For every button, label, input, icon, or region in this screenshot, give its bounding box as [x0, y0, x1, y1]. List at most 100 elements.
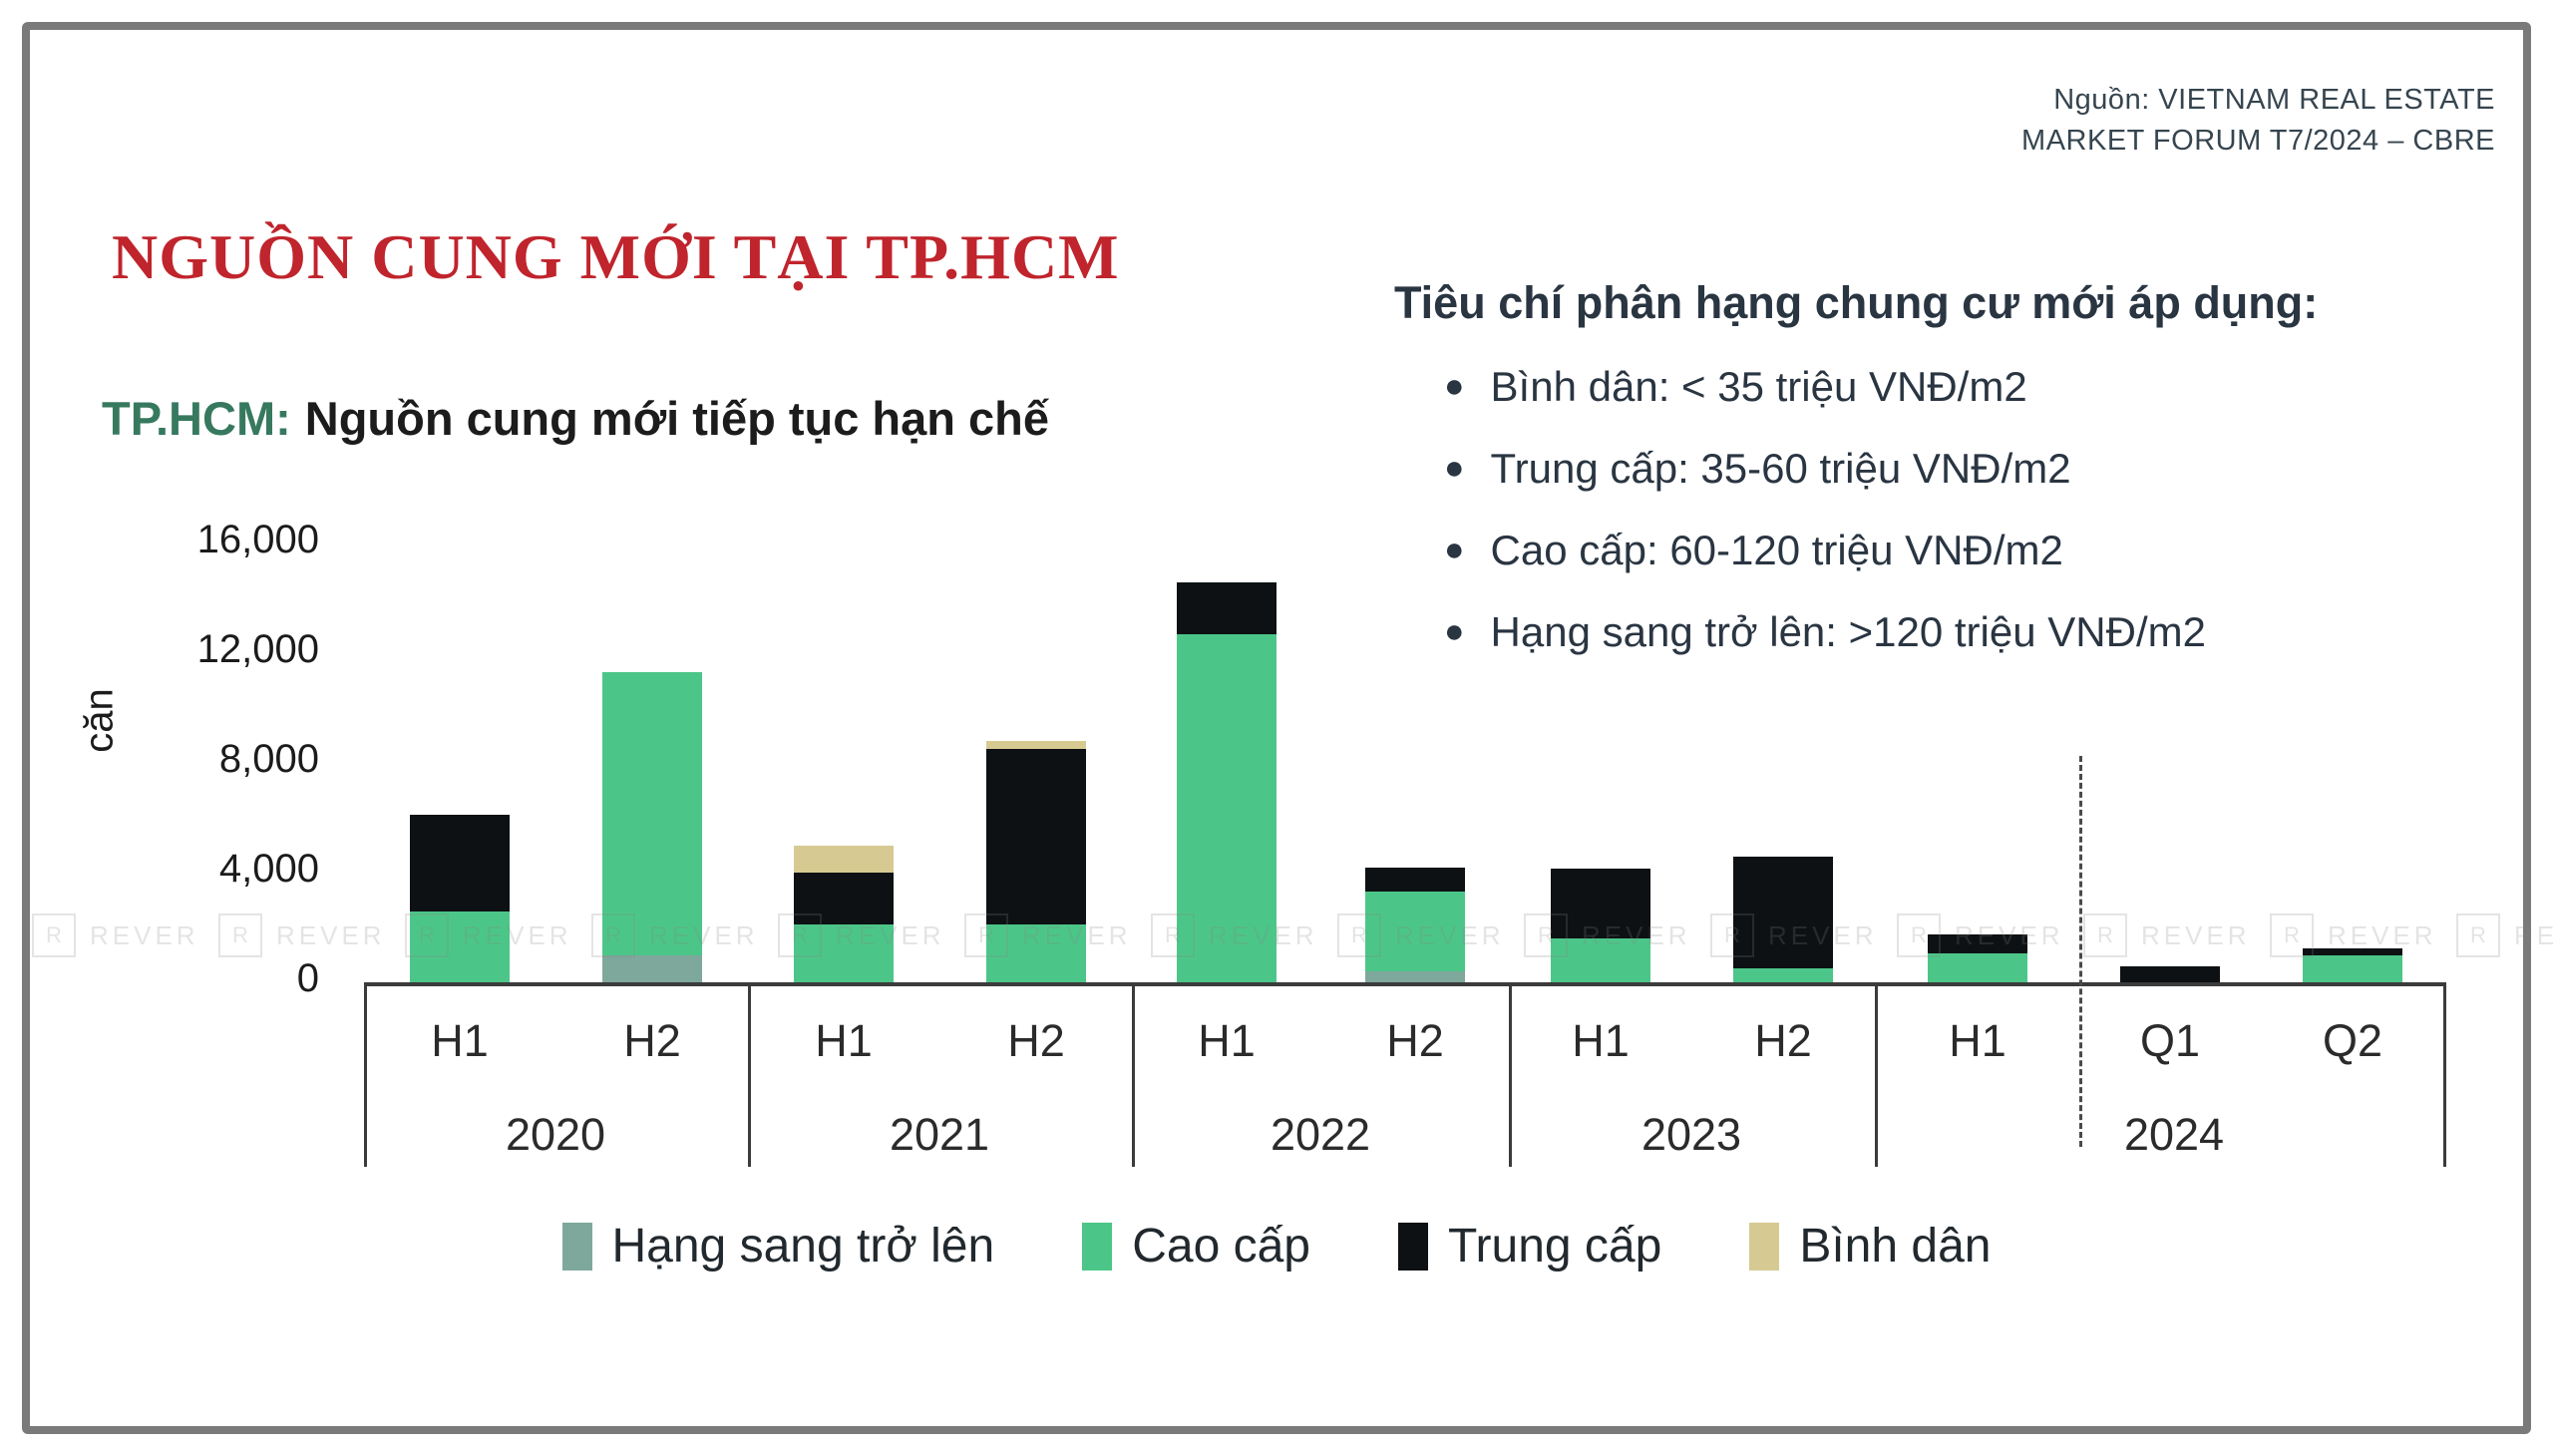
legend-swatch-icon	[1082, 1222, 1113, 1271]
x-axis-line	[364, 982, 2443, 986]
watermark-text: REVER	[2141, 919, 2251, 950]
watermark-text: REVER	[90, 919, 199, 950]
bar-segment-bình-dân	[986, 741, 1086, 750]
bar-segment-hạng-sang-trở-lên	[1365, 971, 1465, 982]
bullet-icon: ●	[1444, 531, 1465, 568]
legend-item: Cao cấp	[1082, 1219, 1310, 1274]
bar-segment-cao-cấp	[2303, 954, 2402, 982]
bar-segment-trung-cấp	[1733, 856, 1833, 969]
legend-swatch-icon	[1749, 1222, 1780, 1271]
x-axis-category-label: Q1	[2139, 1015, 2201, 1066]
bullet-icon: ●	[1444, 612, 1465, 650]
y-axis-tick-label: 0	[296, 956, 319, 1000]
bar-segment-trung-cấp	[986, 749, 1086, 925]
x-axis-category-label: H2	[1386, 1015, 1444, 1066]
criteria-item-text: Trung cấp: 35-60 triệu VNĐ/m2	[1490, 445, 2071, 492]
criteria-list: ● Bình dân: < 35 triệu VNĐ/m2 ● Trung cấp:…	[1394, 363, 2511, 656]
bar-segment-cao-cấp	[1551, 938, 1650, 982]
watermark-logo-icon: R	[778, 913, 822, 957]
legend-label: Trung cấp	[1447, 1220, 1662, 1273]
x-axis-category-label: Q2	[2322, 1015, 2383, 1066]
legend-item: Hạng sang trở lên	[561, 1219, 995, 1274]
x-axis-category-label: H1	[1198, 1015, 1256, 1066]
watermark-text: REVER	[1955, 919, 2064, 950]
watermark: R REVER	[778, 913, 945, 957]
chart-subtitle: TP.HCM: Nguồn cung mới tiếp tục hạn chế	[102, 391, 1049, 446]
watermark: R REVER	[1151, 913, 1318, 957]
watermark: R REVER	[1337, 913, 1505, 957]
bar-segment-cao-cấp	[1733, 968, 1833, 982]
axis-group-separator	[2443, 982, 2446, 1167]
bar-segment-trung-cấp	[1928, 933, 2027, 954]
bar-segment-trung-cấp	[410, 815, 510, 911]
criteria-item: ● Hạng sang trở lên: >120 triệu VNĐ/m2	[1444, 608, 2511, 656]
watermark-text: REVER	[463, 919, 572, 950]
page-title: NGUỒN CUNG MỚI TẠI TP.HCM	[112, 220, 1120, 292]
legend-label: Cao cấp	[1132, 1220, 1310, 1273]
bar-segment-cao-cấp	[1177, 633, 1276, 982]
bar-segment-cao-cấp	[602, 672, 702, 955]
criteria-panel: Tiêu chí phân hạng chung cư mới áp dụng:…	[1394, 277, 2511, 690]
legend-item: Bình dân	[1749, 1219, 1992, 1274]
subtitle-text: Nguồn cung mới tiếp tục hạn chế	[304, 392, 1050, 445]
watermark-logo-icon: R	[591, 913, 635, 957]
source-attribution: Nguồn: VIETNAM REAL ESTATE MARKET FORUM …	[2021, 80, 2495, 161]
watermark-text: REVER	[1022, 919, 1132, 950]
watermark: R REVER	[405, 913, 572, 957]
watermark-text: REVER	[1395, 919, 1505, 950]
watermark-text: REVER	[1768, 919, 1878, 950]
watermark-logo-icon: R	[1897, 913, 1941, 957]
bar-segment-cao-cấp	[986, 924, 1086, 982]
axis-group-separator	[1875, 982, 1878, 1167]
x-axis-year-label: 2023	[1641, 1109, 1742, 1160]
criteria-item-text: Bình dân: < 35 triệu VNĐ/m2	[1490, 363, 2027, 410]
watermark: R REVER	[2083, 913, 2251, 957]
bar-segment-trung-cấp	[2120, 965, 2220, 982]
legend-label: Hạng sang trở lên	[611, 1220, 995, 1273]
watermark-logo-icon: R	[32, 913, 76, 957]
legend-swatch-icon	[561, 1222, 592, 1271]
bar-segment-cao-cấp	[794, 924, 894, 982]
watermark-logo-icon: R	[2456, 913, 2500, 957]
watermark-text: REVER	[1582, 919, 1691, 950]
x-axis-category-label: H1	[431, 1015, 489, 1066]
x-axis-year-label: 2021	[889, 1109, 990, 1160]
watermark: R REVER	[2270, 913, 2437, 957]
watermark-text: REVER	[1209, 919, 1318, 950]
y-axis-tick-label: 16,000	[196, 518, 319, 561]
legend-swatch-icon	[1397, 1222, 1428, 1271]
watermark-logo-icon: R	[1337, 913, 1381, 957]
axis-group-separator	[1132, 982, 1135, 1167]
x-axis-category-label: H1	[1949, 1015, 2006, 1066]
watermark-logo-icon: R	[1151, 913, 1195, 957]
criteria-item-text: Hạng sang trở lên: >120 triệu VNĐ/m2	[1490, 608, 2206, 655]
watermark-logo-icon: R	[2270, 913, 2314, 957]
criteria-item: ● Bình dân: < 35 triệu VNĐ/m2	[1444, 363, 2511, 411]
bullet-icon: ●	[1444, 367, 1465, 405]
watermark: R REVER	[1524, 913, 1691, 957]
watermark-text: REVER	[2328, 919, 2437, 950]
watermark-logo-icon: R	[1710, 913, 1754, 957]
watermark-logo-icon: R	[2083, 913, 2127, 957]
y-axis-tick-label: 12,000	[196, 627, 319, 671]
subtitle-location: TP.HCM:	[102, 392, 291, 445]
legend-label: Bình dân	[1799, 1220, 1992, 1273]
watermark-logo-icon: R	[218, 913, 262, 957]
criteria-item: ● Trung cấp: 35-60 triệu VNĐ/m2	[1444, 445, 2511, 493]
watermark: R REVER	[1710, 913, 1878, 957]
criteria-item-text: Cao cấp: 60-120 triệu VNĐ/m2	[1490, 527, 2063, 573]
watermark: R REVER	[32, 913, 199, 957]
x-axis-category-label: H1	[1572, 1015, 1630, 1066]
watermark: R REVER	[591, 913, 759, 957]
y-axis-tick-label: 8,000	[218, 737, 319, 781]
watermark: R REVER	[218, 913, 386, 957]
bar-segment-trung-cấp	[1365, 867, 1465, 893]
source-line-1: Nguồn: VIETNAM REAL ESTATE	[2053, 84, 2495, 116]
watermark: R REVER	[2456, 913, 2553, 957]
y-axis-tick-label: 4,000	[218, 847, 319, 891]
watermark-logo-icon: R	[964, 913, 1008, 957]
axis-group-separator	[364, 982, 367, 1167]
bar-segment-hạng-sang-trở-lên	[602, 954, 702, 982]
